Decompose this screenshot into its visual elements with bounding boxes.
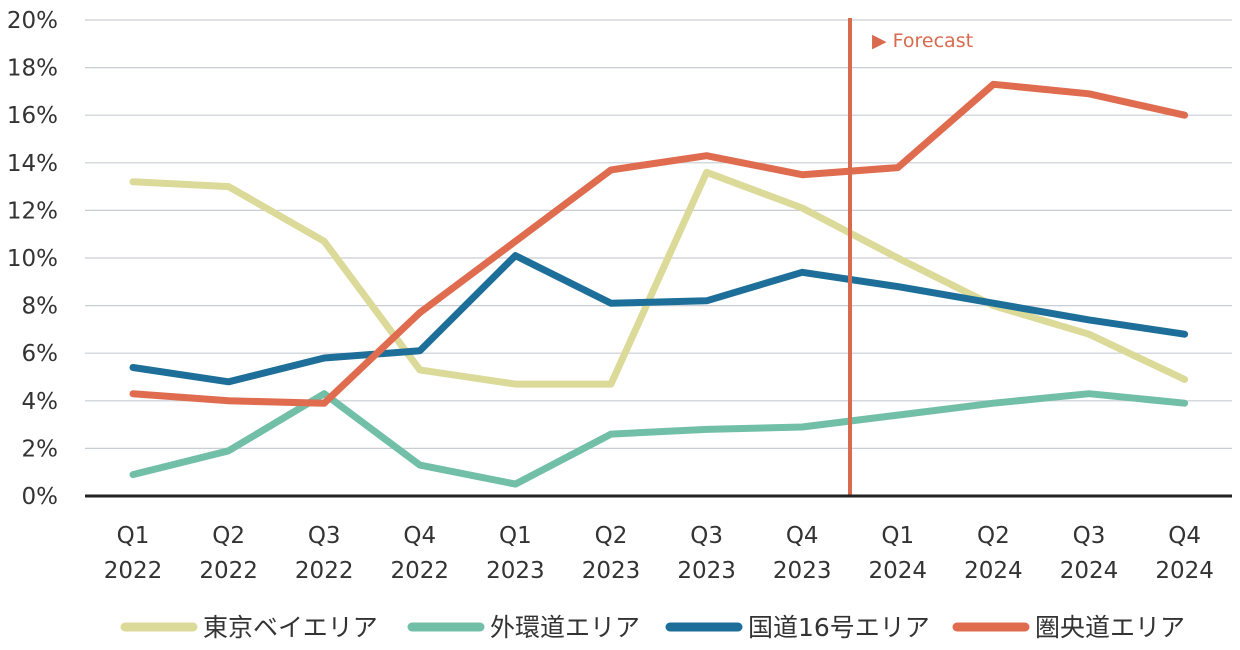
x-tick-year: 2022: [391, 558, 450, 584]
legend-label: 圏央道エリア: [1035, 613, 1185, 642]
x-tick-year: 2022: [104, 558, 163, 584]
x-tick-year: 2024: [869, 558, 928, 584]
series-line: [129, 390, 1189, 488]
x-tick-year: 2024: [1060, 558, 1119, 584]
x-tick-year: 2023: [677, 558, 736, 584]
series-lines: [129, 80, 1189, 488]
x-axis-ticks: Q1 2022 Q2 2022 Q3 2022 Q4 2022 Q1 2023 Q2 2023 Q3 20…: [104, 523, 1214, 584]
y-tick-label: 20%: [7, 8, 58, 34]
x-tick-label: Q3: [690, 523, 723, 549]
x-tick-label: Q2: [212, 523, 245, 549]
x-tick-label: Q2: [977, 523, 1010, 549]
x-tick-year: 2023: [486, 558, 545, 584]
x-tick-label: Q3: [308, 523, 341, 549]
y-tick-label: 18%: [7, 56, 58, 82]
x-tick-label: Q4: [1168, 523, 1201, 549]
legend-label: 外環道エリア: [490, 613, 640, 642]
y-tick-label: 14%: [7, 151, 58, 177]
y-tick-label: 16%: [7, 103, 58, 129]
x-tick-label: Q1: [881, 523, 914, 549]
x-tick-label: Q1: [499, 523, 532, 549]
legend-label: 東京ベイエリア: [203, 613, 378, 642]
x-tick-label: Q4: [786, 523, 819, 549]
y-tick-label: 10%: [7, 246, 58, 272]
x-tick-year: 2023: [773, 558, 832, 584]
series-line: [129, 168, 1189, 388]
legend: 東京ベイエリア 外環道エリア 国道16号エリア 圏央道エリア: [120, 613, 1185, 642]
forecast-label: ▶ Forecast: [872, 30, 973, 52]
x-tick-year: 2022: [199, 558, 258, 584]
x-tick-year: 2024: [1155, 558, 1214, 584]
y-tick-label: 8%: [22, 294, 59, 320]
y-tick-label: 0%: [22, 484, 59, 510]
x-tick-year: 2024: [964, 558, 1023, 584]
forecast-marker: ▶ Forecast: [848, 18, 973, 496]
y-tick-label: 12%: [7, 198, 58, 224]
x-tick-label: Q3: [1073, 523, 1106, 549]
y-tick-label: 4%: [22, 389, 59, 415]
grid-lines: [85, 19, 1232, 449]
series-line: [129, 80, 1189, 407]
y-tick-label: 2%: [22, 436, 59, 462]
x-tick-year: 2023: [582, 558, 641, 584]
legend-label: 国道16号エリア: [748, 613, 930, 642]
x-tick-label: Q2: [595, 523, 628, 549]
y-tick-label: 6%: [22, 341, 59, 367]
x-tick-label: Q1: [117, 523, 150, 549]
series-line: [129, 252, 1189, 386]
x-tick-year: 2022: [295, 558, 354, 584]
y-axis-ticks: 0% 2% 4% 6% 8% 10% 12% 14% 16% 18% 20%: [7, 8, 58, 510]
x-tick-label: Q4: [403, 523, 436, 549]
